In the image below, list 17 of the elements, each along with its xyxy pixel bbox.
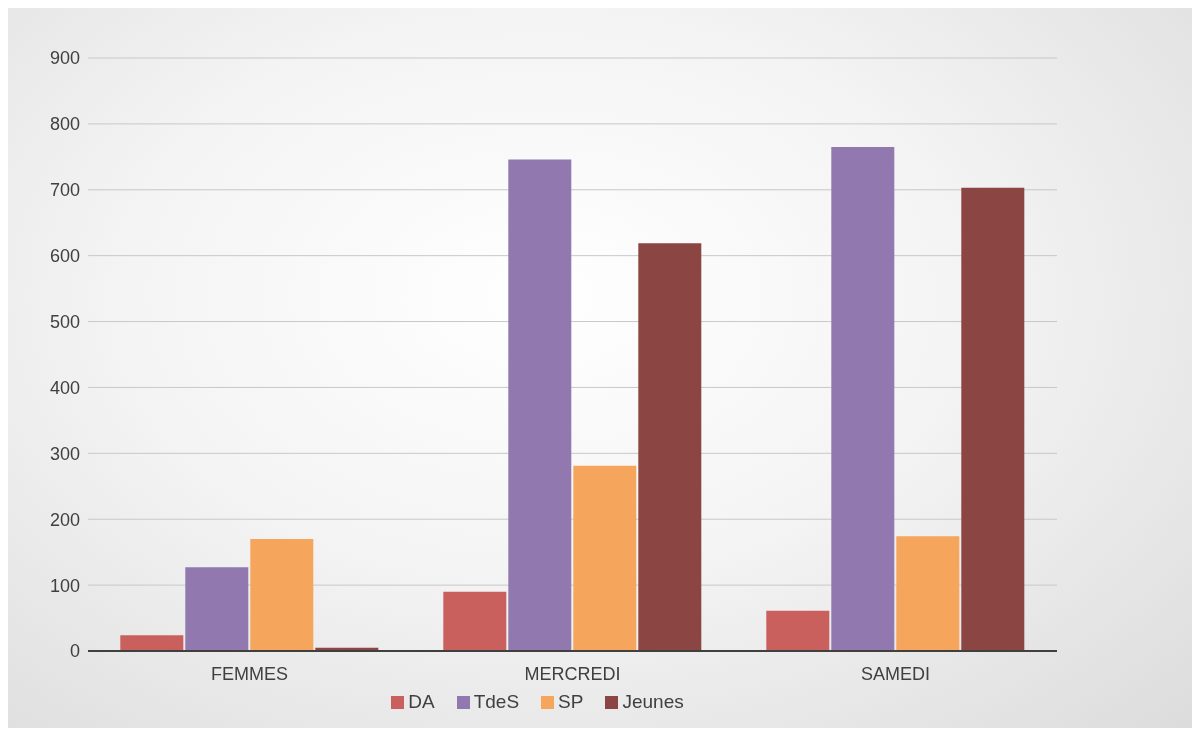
legend-label: SP (558, 691, 584, 713)
y-tick-label: 400 (49, 377, 80, 398)
legend-label: TdeS (473, 691, 520, 713)
x-tick-label: FEMMES (210, 663, 289, 684)
legend-label: DA (408, 691, 435, 713)
y-tick-label: 100 (49, 575, 80, 596)
x-tick-label: MERCREDI (524, 663, 621, 684)
y-tick-label: 700 (49, 180, 80, 201)
y-tick-label: 500 (49, 311, 80, 332)
legend-label: Jeunes (622, 691, 684, 713)
y-tick-label: 0 (69, 641, 80, 662)
y-tick-label: 900 (49, 48, 80, 69)
x-tick-label: SAMEDI (860, 663, 931, 684)
y-tick-label: 600 (49, 246, 80, 267)
y-tick-label: 300 (49, 443, 80, 464)
y-tick-label: 200 (49, 509, 80, 530)
y-tick-label: 800 (49, 114, 80, 135)
